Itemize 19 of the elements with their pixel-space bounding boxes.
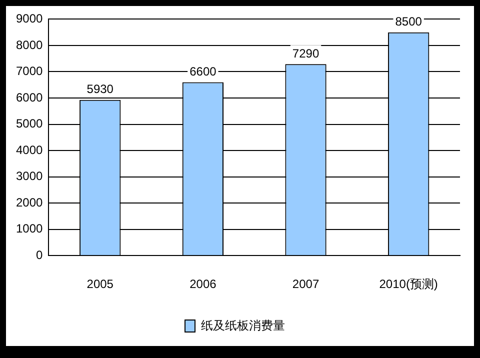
y-tick-label: 8000: [16, 38, 44, 52]
data-label: 7290: [292, 46, 320, 60]
legend-label: 纸及纸板消费量: [201, 318, 285, 332]
y-tick-label: 4000: [16, 142, 44, 157]
data-label: 6600: [190, 64, 217, 79]
data-label: 8500: [395, 14, 422, 29]
x-tick-label: 2007: [292, 277, 320, 292]
y-tick-label: 3000: [16, 169, 44, 184]
y-tick-label: 9000: [16, 12, 44, 26]
y-tick-label: 1000: [16, 222, 44, 236]
y-tick-label: 7000: [16, 64, 44, 78]
x-tick-label: 2010(预测): [379, 277, 438, 292]
y-tick-label: 6000: [16, 90, 44, 104]
data-label: 5930: [86, 82, 114, 96]
x-tick-label: 2005: [86, 277, 114, 292]
x-tick-label: 2006: [190, 277, 217, 292]
y-tick-label: 5000: [16, 116, 44, 131]
y-tick-label: 2000: [16, 195, 44, 210]
y-tick-label: 0: [36, 248, 44, 262]
